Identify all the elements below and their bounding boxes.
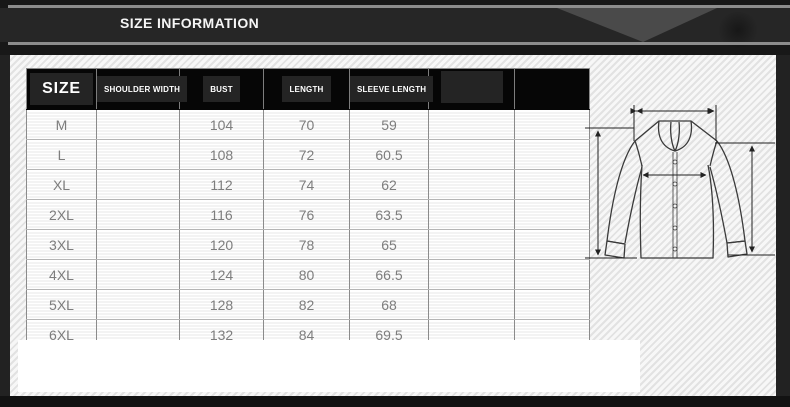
measurement-cell: 76 xyxy=(263,199,350,230)
header-row: SIZE SHOULDER WIDTH BUST LENGTH SLEEVE LENGT… xyxy=(26,68,590,110)
shirt-measurement-diagram xyxy=(585,105,775,259)
measurement-cell: 108 xyxy=(179,139,264,170)
banner-bar: SIZE INFORMATION xyxy=(0,8,790,48)
measurement-cell xyxy=(428,229,515,260)
section-title: SIZE INFORMATION xyxy=(120,15,260,31)
table-row: 2XL 116 76 63.5 xyxy=(26,199,590,230)
measurement-cell: 63.5 xyxy=(349,199,429,230)
column-header-shoulder-width: SHOULDER WIDTH xyxy=(96,68,188,110)
table-row: 5XL 128 82 68 xyxy=(26,289,590,320)
measurement-cell xyxy=(96,229,180,260)
size-label-cell: 5XL xyxy=(26,289,97,320)
measurement-cell: 116 xyxy=(179,199,264,230)
measurement-cell xyxy=(514,229,590,260)
measurement-cell: 62 xyxy=(349,169,429,200)
banner-bottom-line xyxy=(8,42,790,45)
column-header-empty-box xyxy=(440,70,503,103)
column-header-label: BUST xyxy=(203,76,240,102)
measurement-cell: 120 xyxy=(179,229,264,260)
column-header-bust: BUST xyxy=(179,68,264,110)
size-label-cell: 4XL xyxy=(26,259,97,290)
measurement-cell: 104 xyxy=(179,109,264,140)
measurement-cell: 68 xyxy=(349,289,429,320)
measurement-cell xyxy=(96,289,180,320)
column-header-sleeve-length: SLEEVE LENGTH xyxy=(349,68,434,110)
measurement-cell: 124 xyxy=(179,259,264,290)
size-table-body: M 104 70 59 L 108 72 60.5 XL 112 74 62 2XL 116 76 63.5 3… xyxy=(26,109,590,350)
banner-top-line xyxy=(8,5,790,8)
measurement-cell xyxy=(96,139,180,170)
measurement-cell: 70 xyxy=(263,109,350,140)
measurement-cell xyxy=(428,109,515,140)
down-triangle-icon xyxy=(557,8,717,42)
column-header-length: LENGTH xyxy=(263,68,350,110)
measurement-cell xyxy=(96,169,180,200)
table-row: 3XL 120 78 65 xyxy=(26,229,590,260)
measurement-cell: 72 xyxy=(263,139,350,170)
measurement-cell: 78 xyxy=(263,229,350,260)
table-row: L 108 72 60.5 xyxy=(26,139,590,170)
measurement-cell: 82 xyxy=(263,289,350,320)
measurement-cell xyxy=(96,199,180,230)
size-table: SIZE SHOULDER WIDTH BUST LENGTH SLEEVE LENGT… xyxy=(26,68,590,350)
size-info-panel: SIZE SHOULDER WIDTH BUST LENGTH SLEEVE LENGT… xyxy=(10,55,776,396)
measurement-cell: 65 xyxy=(349,229,429,260)
measurement-cell xyxy=(514,289,590,320)
measurement-cell xyxy=(428,199,515,230)
size-label-cell: L xyxy=(26,139,97,170)
blank-white-box xyxy=(18,340,640,392)
banner-section: SIZE INFORMATION xyxy=(0,0,790,55)
table-row: 4XL 124 80 66.5 xyxy=(26,259,590,290)
measurement-cell xyxy=(428,289,515,320)
measurement-cell: 60.5 xyxy=(349,139,429,170)
measurement-cell: 59 xyxy=(349,109,429,140)
measurement-cell: 112 xyxy=(179,169,264,200)
column-header-blank-6 xyxy=(514,68,590,110)
measurement-cell: 128 xyxy=(179,289,264,320)
measurement-cell: 66.5 xyxy=(349,259,429,290)
measurement-cell xyxy=(514,139,590,170)
measurement-cell xyxy=(514,169,590,200)
measurement-cell xyxy=(514,109,590,140)
column-header-size: SIZE xyxy=(26,68,97,110)
measurement-cell: 74 xyxy=(263,169,350,200)
size-label-cell: M xyxy=(26,109,97,140)
size-label-cell: XL xyxy=(26,169,97,200)
size-label-cell: 3XL xyxy=(26,229,97,260)
column-header-blank-5 xyxy=(428,68,515,110)
column-header-label: SLEEVE LENGTH xyxy=(350,76,434,102)
measurement-cell xyxy=(428,139,515,170)
measurement-cell xyxy=(428,259,515,290)
bottom-dark-strip xyxy=(0,396,790,407)
column-header-label: SIZE xyxy=(30,73,93,105)
column-header-label: LENGTH xyxy=(282,76,331,102)
column-header-label: SHOULDER WIDTH xyxy=(97,76,188,102)
measurement-cell xyxy=(514,259,590,290)
size-table-header: SIZE SHOULDER WIDTH BUST LENGTH SLEEVE LENGT… xyxy=(26,68,590,110)
table-row: XL 112 74 62 xyxy=(26,169,590,200)
measurement-cell xyxy=(514,199,590,230)
size-label-cell: 2XL xyxy=(26,199,97,230)
measurement-cell xyxy=(96,259,180,290)
measurement-cell xyxy=(428,169,515,200)
measurement-cell xyxy=(96,109,180,140)
table-row: M 104 70 59 xyxy=(26,109,590,140)
measurement-cell: 80 xyxy=(263,259,350,290)
